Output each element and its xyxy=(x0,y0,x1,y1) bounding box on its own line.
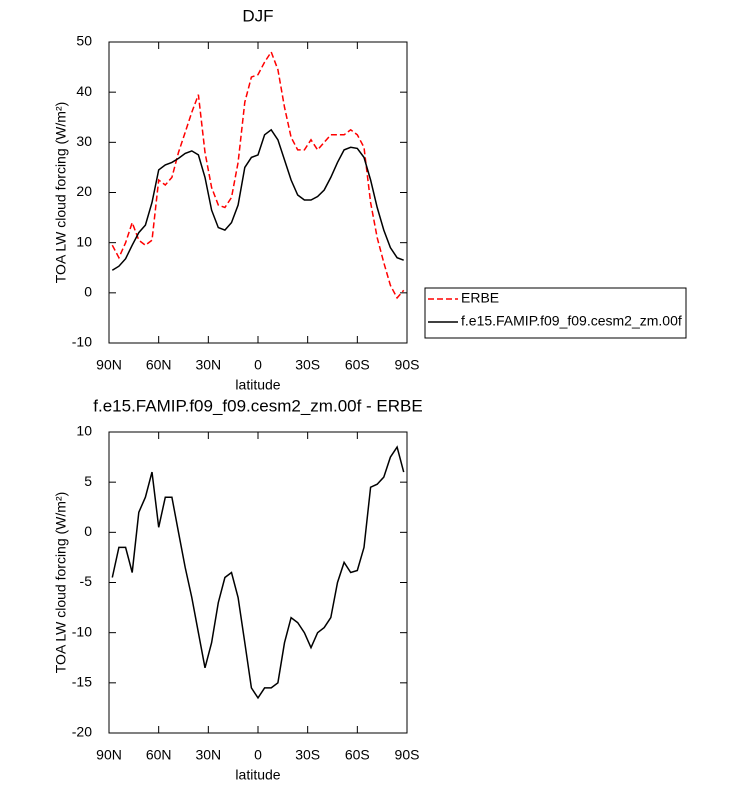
plot-frame xyxy=(108,431,408,734)
x-tick-label: 90S xyxy=(395,357,420,373)
x-tick-label: 30S xyxy=(295,357,320,373)
x-tick-label: 60N xyxy=(146,747,172,763)
y-tick-label: 10 xyxy=(76,233,92,249)
x-tick-label: 90N xyxy=(96,747,122,763)
x-tick-label: 0 xyxy=(254,747,262,763)
x-tick-label: 60S xyxy=(345,357,370,373)
y-tick-label: -5 xyxy=(80,573,93,589)
x-tick-label: 30S xyxy=(295,747,320,763)
y-axis-label: TOA LW cloud forcing (W/m²) xyxy=(53,102,69,284)
series-line xyxy=(111,50,405,300)
chart-title: f.e15.FAMIP.f09_f09.cesm2_zm.00f - ERBE xyxy=(93,396,422,415)
x-tick-label: 60S xyxy=(345,747,370,763)
legend-label: ERBE xyxy=(461,290,499,306)
x-tick-label: 0 xyxy=(254,357,262,373)
plot-frame xyxy=(108,41,408,344)
chart-title: DJF xyxy=(242,6,273,25)
y-tick-label: -10 xyxy=(72,623,92,639)
y-tick-label: 50 xyxy=(76,33,92,49)
y-tick-label: 20 xyxy=(76,183,92,199)
y-tick-label: -20 xyxy=(72,724,92,740)
x-tick-label: 30N xyxy=(195,357,221,373)
y-tick-label: -10 xyxy=(72,334,92,350)
y-tick-label: 5 xyxy=(84,473,92,489)
x-tick-label: 90S xyxy=(395,747,420,763)
series-line xyxy=(111,128,404,271)
x-axis-label: latitude xyxy=(235,767,280,783)
x-tick-label: 60N xyxy=(146,357,172,373)
y-tick-label: 0 xyxy=(84,284,92,300)
x-tick-label: 30N xyxy=(195,747,221,763)
x-axis-label: latitude xyxy=(235,377,280,393)
y-axis-label: TOA LW cloud forcing (W/m²) xyxy=(53,492,69,674)
y-tick-label: 30 xyxy=(76,133,92,149)
y-tick-label: -15 xyxy=(72,674,92,690)
legend-label: f.e15.FAMIP.f09_f09.cesm2_zm.00f xyxy=(461,313,682,329)
series-line xyxy=(111,445,405,700)
y-tick-label: 10 xyxy=(76,423,92,439)
y-tick-label: 40 xyxy=(76,83,92,99)
y-tick-label: 0 xyxy=(84,523,92,539)
x-tick-label: 90N xyxy=(96,357,122,373)
legend-box xyxy=(424,287,687,339)
